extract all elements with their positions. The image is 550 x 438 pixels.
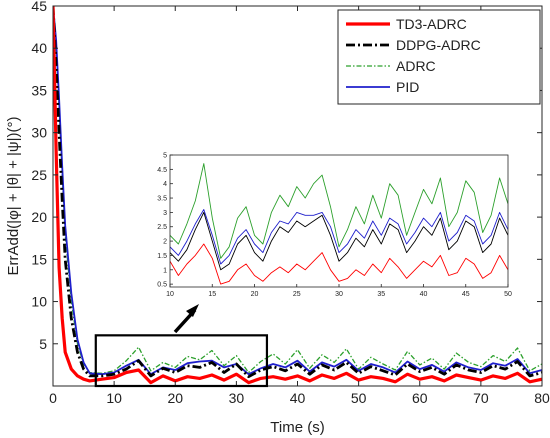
legend-label-adrc: ADRC [396, 58, 436, 74]
inset-x-tick-label: 20 [251, 291, 259, 298]
y-tick-label: 20 [31, 209, 47, 225]
y-tick-label: 25 [31, 167, 47, 183]
zoom-arrow [173, 304, 199, 334]
inset-y-tick-label: 1.5 [157, 253, 167, 260]
zoom-box-group [94, 334, 269, 388]
x-axis-label: Time (s) [270, 419, 324, 436]
x-tick-label: 50 [351, 390, 367, 406]
x-tick-label: 20 [167, 390, 183, 406]
zoom-box [94, 334, 269, 388]
inset-x-tick-label: 25 [293, 291, 301, 298]
legend-label-pid: PID [396, 79, 419, 95]
y-axis-label: ErrAdd(|φ| + |θ| + |ψ|)(°) [5, 117, 22, 276]
inset-y-tick-label: 4.5 [157, 167, 167, 174]
inset-series-line-ddpg-adrc [170, 211, 508, 271]
y-tick-label: 5 [39, 336, 47, 352]
inset-series-line-pid [170, 209, 508, 265]
y-tick-label: 10 [31, 294, 47, 310]
y-tick-label: 45 [31, 0, 47, 14]
inset-x-tick-label: 10 [166, 291, 174, 298]
inset-x-tick-label: 45 [462, 291, 470, 298]
inset-y-tick-label: 1 [163, 267, 167, 274]
x-tick-label: 10 [106, 390, 122, 406]
inset-plot: 10 15 20 25 30 35 40 45 50 0.5 1 1.5 2 2.5 3 3.5 4 4.5 5 [157, 153, 512, 299]
x-tick-label: 60 [412, 390, 428, 406]
inset-y-tick-label: 4 [163, 181, 167, 188]
inset-series-line-td3-adrc [170, 243, 508, 285]
legend: TD3-ADRC DDPG-ADRC ADRC PID [337, 9, 541, 105]
legend-label-ddpg-adrc: DDPG-ADRC [396, 37, 481, 53]
legend-label-td3-adrc: TD3-ADRC [396, 16, 467, 32]
inset-x-tick-label: 40 [420, 291, 428, 298]
y-tick-label: 30 [31, 125, 47, 141]
y-tick-label: 35 [31, 82, 47, 98]
x-tick-label: 0 [49, 390, 57, 406]
x-tick-label: 80 [534, 390, 550, 406]
x-tick-label: 70 [473, 390, 489, 406]
inset-y-tick-label: 2.5 [157, 224, 167, 231]
inset-x-tick-label: 30 [335, 291, 343, 298]
inset-x-tick-label: 15 [208, 291, 216, 298]
inset-series-line-adrc [170, 163, 508, 259]
inset-y-tick-label: 0.5 [157, 282, 167, 289]
inset-x-tick-label: 50 [504, 291, 512, 298]
x-tick-label: 30 [229, 390, 245, 406]
inset-area [170, 155, 508, 287]
legend-box [337, 9, 541, 105]
inset-x-tick-label: 35 [377, 291, 385, 298]
inset-y-tick-label: 3 [163, 210, 167, 217]
inset-y-tick-label: 3.5 [157, 196, 167, 203]
inset-y-tick-label: 2 [163, 239, 167, 246]
y-tick-label: 40 [31, 40, 47, 56]
y-tick-label: 15 [31, 251, 47, 267]
inset-y-tick-label: 5 [163, 153, 167, 160]
x-tick-label: 40 [290, 390, 306, 406]
